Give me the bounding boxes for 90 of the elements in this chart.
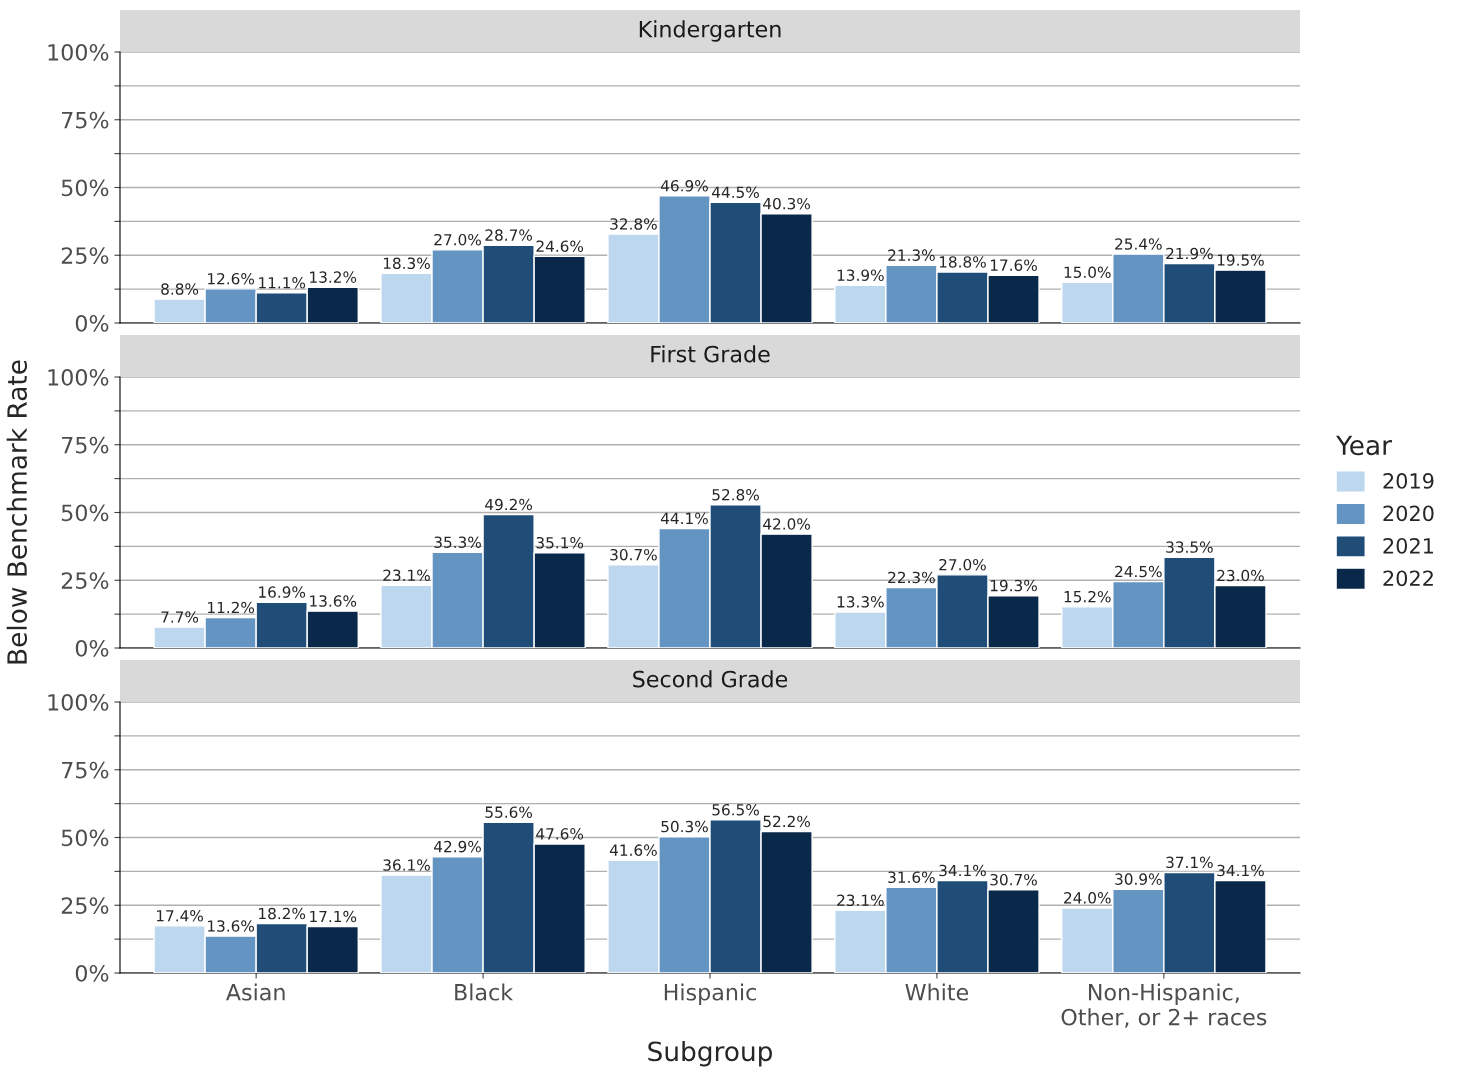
data-label: 17.4%: [156, 909, 203, 922]
y-tick-label: 0%: [75, 964, 109, 982]
data-label: 34.1%: [939, 864, 986, 877]
data-label: 31.6%: [888, 871, 935, 884]
x-tick-label: Non-Hispanic, Other, or 2+ races: [1061, 983, 1267, 1028]
data-label: 19.3%: [990, 579, 1037, 592]
data-label: 37.1%: [1166, 856, 1213, 869]
data-label: 22.3%: [888, 571, 935, 584]
data-label: 50.3%: [661, 820, 708, 833]
data-label: 32.8%: [610, 218, 657, 230]
chart-title: Second Grade: [633, 670, 788, 688]
data-label: 55.6%: [485, 806, 533, 818]
data-label: 11.1%: [259, 277, 306, 289]
y-tick-label: 25%: [61, 572, 109, 590]
data-label: 15.2%: [1064, 590, 1111, 603]
data-label: 25.4%: [1115, 238, 1162, 250]
data-label: 13.3%: [837, 596, 884, 608]
y-tick-label: 0%: [75, 314, 109, 332]
y-tick-label: 100%: [48, 43, 109, 61]
data-label: 44.5%: [712, 186, 759, 199]
data-label: 21.9%: [1166, 247, 1213, 260]
data-label: 47.6%: [536, 828, 584, 840]
data-label: 23.1%: [837, 894, 884, 907]
data-label: 30.9%: [1115, 873, 1162, 885]
data-label: 13.6%: [208, 920, 255, 932]
data-label: 36.1%: [383, 859, 430, 871]
data-label: 52.2%: [763, 815, 811, 828]
y-tick-label: 75%: [62, 436, 109, 454]
y-tick-label: 100%: [48, 693, 109, 711]
data-label: 7.7%: [161, 611, 199, 623]
data-label: 23.1%: [383, 569, 430, 582]
data-label: 21.3%: [888, 249, 935, 261]
legend-label: 2022: [1383, 570, 1433, 587]
data-label: 40.3%: [763, 197, 811, 210]
data-label: 46.9%: [660, 180, 708, 192]
data-label: 19.5%: [1217, 254, 1264, 266]
data-label: 13.9%: [837, 269, 884, 281]
y-tick-label: 50%: [61, 829, 109, 847]
data-label: 13.2%: [310, 271, 357, 283]
data-label: 12.6%: [208, 272, 255, 285]
data-label: 24.6%: [536, 240, 584, 252]
y-tick-label: 100%: [48, 368, 109, 386]
legend-label: 2021: [1383, 537, 1434, 554]
data-label: 34.1%: [1217, 864, 1264, 877]
y-tick-label: 25%: [61, 897, 109, 915]
legend-title: Year: [1336, 435, 1392, 456]
data-label: 13.6%: [310, 595, 357, 607]
y-axis-title: Below Benchmark Rate: [6, 360, 28, 664]
data-label: 27.0%: [939, 558, 986, 571]
chart-title: First Grade: [651, 345, 770, 363]
data-label: 42.0%: [763, 518, 811, 530]
data-label: 56.5%: [712, 803, 759, 816]
data-label: 41.6%: [609, 844, 657, 856]
data-label: 52.8%: [712, 489, 759, 501]
y-tick-label: 50%: [61, 179, 109, 197]
data-label: 18.2%: [259, 907, 306, 920]
data-label: 44.1%: [660, 512, 708, 525]
legend-label: 2019: [1383, 473, 1434, 489]
data-label: 28.7%: [485, 229, 533, 241]
data-label: 18.3%: [383, 257, 430, 270]
legend-label: 2020: [1383, 505, 1434, 522]
y-tick-label: 0%: [75, 639, 109, 657]
data-label: 15.0%: [1064, 266, 1111, 278]
data-label: 17.6%: [990, 259, 1037, 271]
chart-title: Kindergarten: [639, 20, 781, 42]
data-label: 33.5%: [1166, 541, 1213, 553]
x-tick-label: Asian: [226, 983, 285, 1001]
data-label: 24.0%: [1064, 892, 1111, 904]
data-label: 27.0%: [434, 233, 481, 246]
x-axis-title: Subgroup: [648, 1040, 772, 1067]
data-label: 30.7%: [990, 873, 1037, 886]
data-label: 8.8%: [161, 283, 199, 295]
x-tick-label: White: [905, 983, 969, 1001]
y-tick-label: 25%: [61, 247, 109, 265]
y-tick-label: 50%: [61, 504, 109, 522]
data-label: 11.2%: [208, 601, 255, 614]
data-label: 18.8%: [939, 256, 986, 268]
y-tick-label: 75%: [62, 761, 109, 779]
x-tick-label: Hispanic: [664, 983, 756, 1005]
data-label: 23.0%: [1217, 569, 1264, 582]
x-tick-label: Black: [455, 983, 514, 1001]
data-label: 30.7%: [610, 548, 657, 561]
data-label: 35.3%: [434, 536, 481, 548]
y-tick-label: 75%: [62, 111, 109, 129]
data-label: 16.9%: [259, 586, 306, 598]
data-label: 35.1%: [536, 536, 584, 549]
data-label: 17.1%: [310, 910, 357, 923]
data-label: 49.2%: [485, 498, 533, 511]
data-label: 42.9%: [434, 840, 481, 853]
data-label: 24.5%: [1115, 565, 1162, 578]
